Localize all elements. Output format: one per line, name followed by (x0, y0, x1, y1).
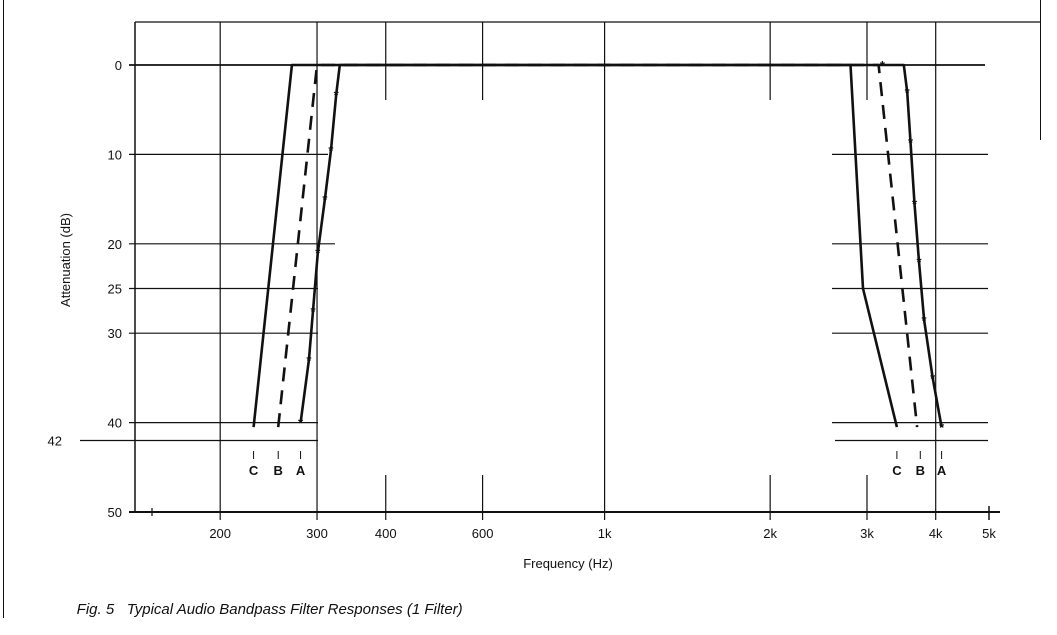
x-tick-label: 5k (982, 526, 996, 541)
series-A-point: * (315, 246, 321, 261)
series-A-point: * (880, 58, 886, 73)
series-A-point: * (930, 371, 936, 386)
axis-layer (129, 21, 1040, 513)
series-A-line (299, 63, 943, 428)
series-A-point: * (322, 192, 328, 207)
page: * * * * * * * * * * * * * * * 200 300 400 600 1k 2k 3k 4k 5k 0 1… (3, 0, 1041, 618)
y-tick-label: 10 (108, 147, 122, 162)
series-B-line (276, 63, 919, 428)
y-tick-label: 30 (108, 326, 122, 341)
series-C-marker-label: C (892, 463, 902, 478)
series-A-point: * (298, 416, 304, 431)
x-tick-label: 400 (375, 526, 397, 541)
page-border-right (1040, 0, 1041, 140)
figure-number: Fig. 5 (76, 601, 115, 618)
x-tick-label: 300 (306, 526, 328, 541)
page-border-left (3, 0, 4, 618)
y-axis-title: Attenuation (dB) (58, 213, 73, 307)
y-tick-label: 0 (115, 58, 122, 73)
series-A-point: * (922, 313, 928, 328)
x-axis-title: Frequency (Hz) (523, 556, 613, 571)
series-C-marker-label: C (249, 463, 259, 478)
filter-response-chart: * * * * * * * * * * * * * * * 200 300 400 600 1k 2k 3k 4k 5k 0 1… (48, 21, 1040, 571)
y-tick-label: 25 (108, 282, 122, 297)
series-A-point: * (916, 255, 922, 270)
y-tick-label: 40 (108, 416, 122, 431)
series-layer: * * * * * * * * * * * * * * * (252, 58, 945, 435)
x-tick-label: 600 (472, 526, 494, 541)
x-tick-label: 4k (929, 526, 943, 541)
figure-caption: Fig. 5 Typical Audio Bandpass Filter Res… (60, 584, 463, 635)
series-A-point: * (939, 420, 945, 435)
grid-layer (80, 22, 990, 520)
x-tick-label: 200 (209, 526, 231, 541)
series-A-point: * (306, 353, 312, 368)
series-A-marker-label: A (937, 463, 947, 478)
y-tick-label: 50 (108, 505, 122, 520)
series-A-point: * (328, 143, 334, 158)
series-A-point: * (908, 135, 914, 150)
x-tick-label: 3k (860, 526, 874, 541)
series-A-point: * (912, 197, 918, 212)
y-tick-label: 42 (48, 433, 62, 448)
series-C-line (252, 63, 899, 428)
figure-caption-text: Typical Audio Bandpass Filter Responses … (126, 601, 463, 618)
series-A-point: * (334, 88, 340, 103)
x-tick-label: 1k (598, 526, 612, 541)
series-B-marker-label: B (274, 463, 283, 478)
y-tick-label: 20 (108, 237, 122, 252)
series-A-point: * (905, 85, 911, 100)
series-A-point: * (310, 304, 316, 319)
series-A-marker-label: A (296, 463, 306, 478)
series-B-marker-label: B (916, 463, 925, 478)
x-tick-label: 2k (763, 526, 777, 541)
